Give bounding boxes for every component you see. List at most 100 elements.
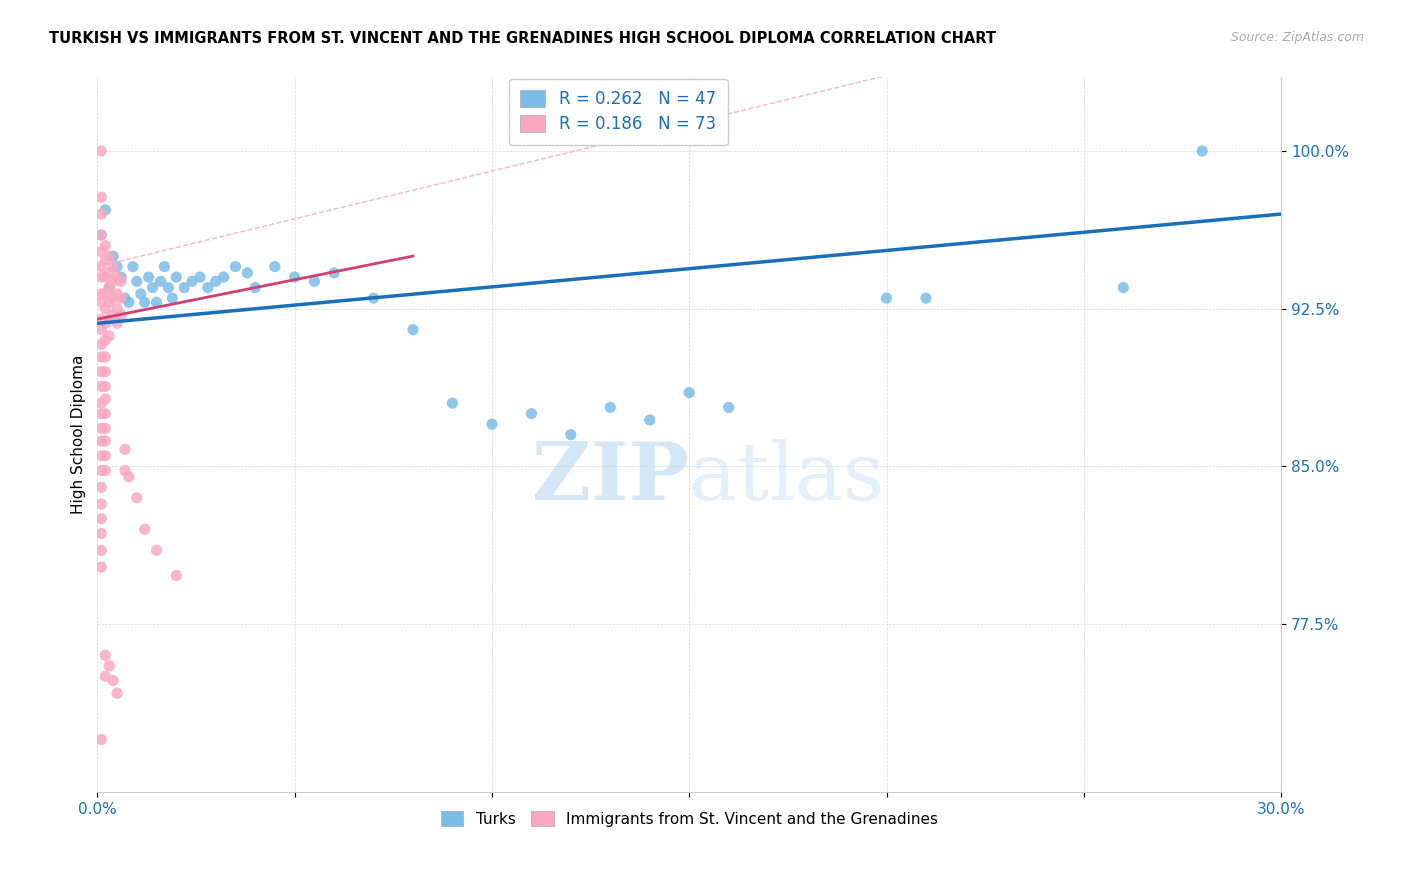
Point [90, 526, 112, 541]
Point [114, 463, 136, 477]
Point [90, 337, 112, 351]
Point [90, 144, 112, 158]
Point [90, 421, 112, 435]
Point [125, 274, 148, 288]
Point [105, 286, 128, 301]
Point [98, 249, 121, 263]
Point [110, 308, 132, 322]
Point [98, 295, 121, 310]
Point [717, 401, 740, 415]
Point [363, 291, 385, 305]
Point [145, 295, 167, 310]
Point [90, 295, 112, 310]
Point [94, 270, 117, 285]
Point [142, 280, 165, 294]
Point [121, 260, 143, 274]
Point [441, 396, 464, 410]
Point [304, 274, 326, 288]
Point [165, 270, 187, 285]
Point [284, 270, 307, 285]
Point [1112, 280, 1135, 294]
Point [90, 228, 112, 243]
Point [138, 270, 160, 285]
Point [110, 291, 132, 305]
Point [90, 312, 112, 326]
Point [105, 301, 128, 316]
Point [204, 274, 226, 288]
Point [110, 270, 132, 285]
Point [236, 266, 259, 280]
Point [98, 280, 121, 294]
Point [94, 392, 117, 406]
Point [94, 253, 117, 268]
Point [105, 260, 128, 274]
Point [94, 463, 117, 477]
Point [90, 286, 112, 301]
Point [181, 274, 204, 288]
Point [90, 407, 112, 421]
Point [90, 244, 112, 259]
Point [98, 658, 121, 673]
Point [165, 568, 187, 582]
Point [1191, 144, 1213, 158]
Point [520, 407, 543, 421]
Point [114, 442, 136, 457]
Point [94, 365, 117, 379]
Text: TURKISH VS IMMIGRANTS FROM ST. VINCENT AND THE GRENADINES HIGH SCHOOL DIPLOMA CO: TURKISH VS IMMIGRANTS FROM ST. VINCENT A… [49, 31, 997, 46]
Point [90, 512, 112, 526]
Point [638, 413, 661, 427]
Point [145, 543, 167, 558]
Point [678, 385, 700, 400]
Point [153, 260, 176, 274]
Point [402, 323, 425, 337]
Point [101, 249, 124, 263]
Point [90, 396, 112, 410]
Point [90, 350, 112, 364]
Point [125, 491, 148, 505]
Point [90, 190, 112, 204]
Legend: Turks, Immigrants from St. Vincent and the Grenadines: Turks, Immigrants from St. Vincent and t… [433, 803, 946, 834]
Point [94, 350, 117, 364]
Point [94, 333, 117, 347]
Point [98, 312, 121, 326]
Point [105, 270, 128, 285]
Point [876, 291, 898, 305]
Point [90, 543, 112, 558]
Point [110, 274, 132, 288]
Point [90, 323, 112, 337]
Point [157, 280, 180, 294]
Point [90, 732, 112, 747]
Point [90, 379, 112, 393]
Point [94, 669, 117, 683]
Point [134, 522, 156, 536]
Text: atlas: atlas [689, 439, 884, 516]
Point [599, 401, 621, 415]
Point [129, 286, 152, 301]
Point [94, 301, 117, 316]
Point [105, 316, 128, 330]
Point [90, 449, 112, 463]
Point [101, 308, 124, 322]
Point [101, 274, 124, 288]
Point [94, 407, 117, 421]
Point [243, 280, 266, 294]
Point [197, 280, 219, 294]
Text: Source: ZipAtlas.com: Source: ZipAtlas.com [1230, 31, 1364, 45]
Point [94, 238, 117, 252]
Y-axis label: High School Diploma: High School Diploma [72, 355, 86, 515]
Point [118, 469, 141, 483]
Point [134, 295, 156, 310]
Point [101, 673, 124, 688]
Point [560, 427, 582, 442]
Point [94, 421, 117, 435]
Point [212, 270, 235, 285]
Point [90, 463, 112, 477]
Point [264, 260, 287, 274]
Point [90, 497, 112, 511]
Point [224, 260, 246, 274]
Point [90, 228, 112, 243]
Point [188, 270, 211, 285]
Point [149, 274, 172, 288]
Point [98, 329, 121, 343]
Point [94, 286, 117, 301]
